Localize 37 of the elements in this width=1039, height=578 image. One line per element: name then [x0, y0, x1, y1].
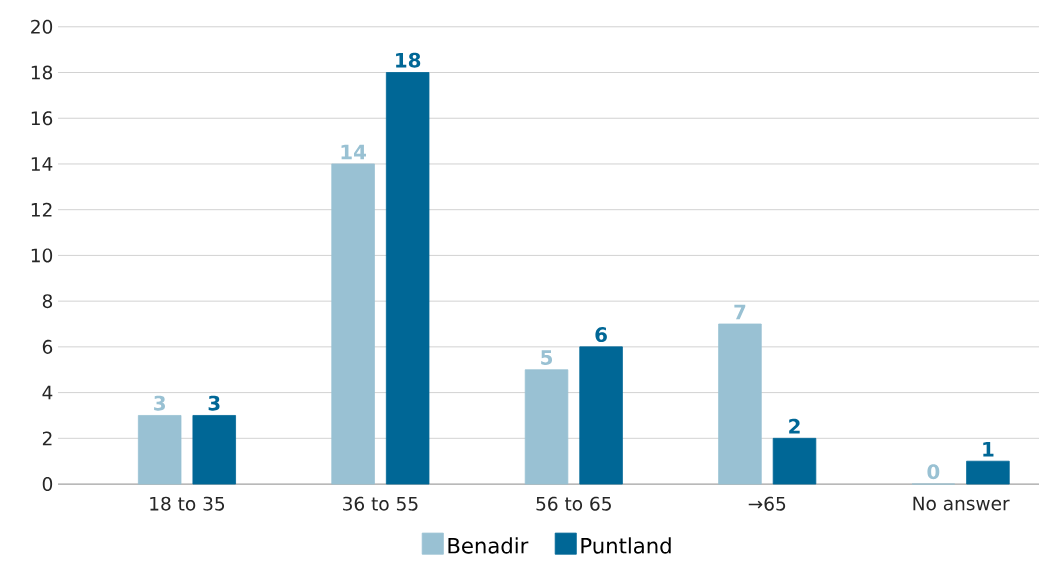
x-tick-label: No answer — [913, 496, 1010, 511]
bar — [718, 323, 762, 485]
bar — [579, 346, 623, 485]
data-label: 2 — [789, 418, 800, 434]
data-label: 3 — [208, 395, 220, 411]
bar — [331, 163, 375, 485]
bar — [137, 414, 182, 485]
y-tick-label: 18 — [31, 65, 53, 80]
y-tick-label: 14 — [31, 157, 53, 171]
y-tick-label: 6 — [42, 339, 53, 354]
data-label: 5 — [541, 350, 553, 365]
y-tick-label: 16 — [31, 111, 53, 126]
legend-label: Puntland — [581, 537, 671, 554]
y-tick-label: 0 — [42, 476, 53, 491]
y-tick-label: 2 — [42, 431, 52, 446]
data-label: 14 — [341, 144, 366, 160]
y-tick-label: 20 — [31, 19, 53, 34]
y-tick-label: 10 — [31, 248, 53, 263]
x-tick-label: 36 to 55 — [343, 496, 418, 511]
data-label: 0 — [927, 464, 940, 480]
data-label: 1 — [983, 441, 994, 457]
bar — [966, 460, 1010, 485]
data-label: 6 — [595, 326, 607, 342]
data-label: 3 — [154, 395, 165, 411]
x-tick-label: →65 — [748, 496, 786, 511]
data-label: 18 — [396, 52, 421, 68]
x-tick-label: 18 to 35 — [150, 496, 225, 511]
legend-label: Benadir — [448, 537, 529, 554]
bar — [772, 437, 817, 485]
bar — [524, 369, 569, 485]
y-tick-label: 8 — [42, 293, 53, 309]
bar — [192, 414, 236, 485]
bar — [385, 71, 430, 485]
x-tick-label: 56 to 65 — [536, 496, 611, 511]
y-tick-label: 4 — [42, 385, 53, 400]
y-tick-label: 12 — [31, 202, 52, 217]
data-label: 7 — [734, 304, 746, 320]
